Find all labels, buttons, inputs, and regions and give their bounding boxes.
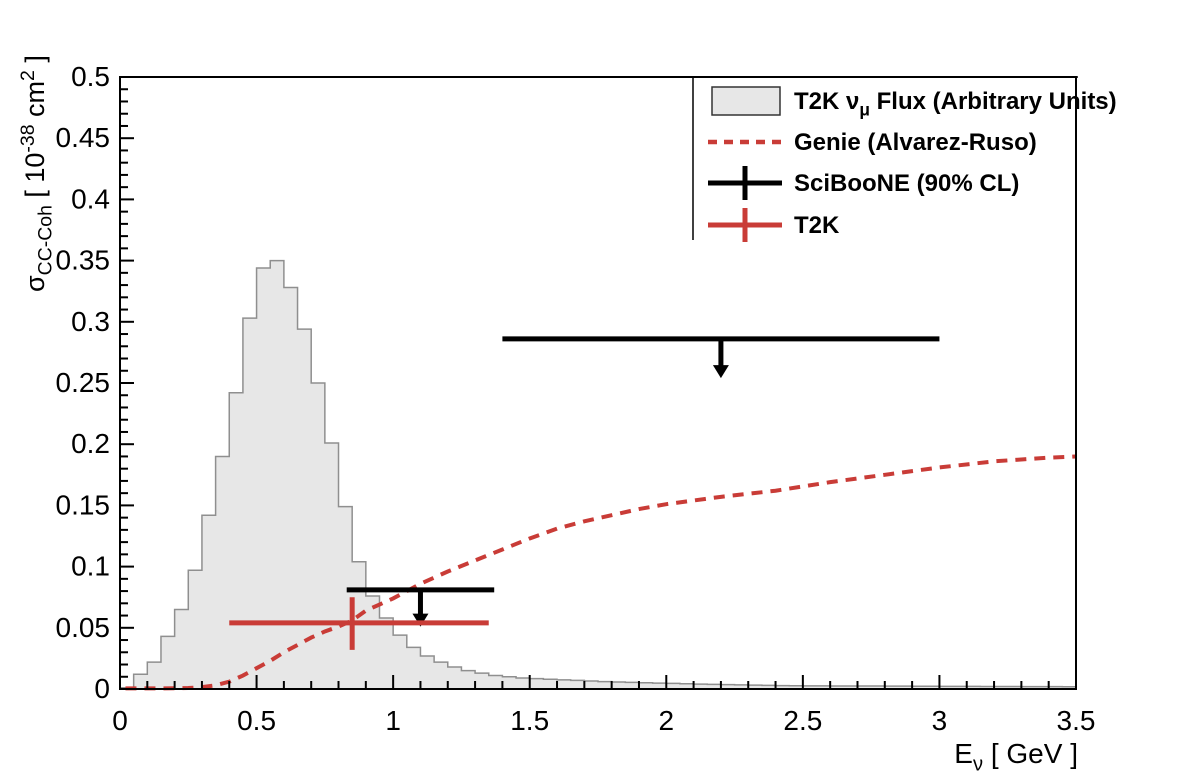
x-tick-label: 3 xyxy=(932,705,948,736)
x-tick-label: 3.5 xyxy=(1057,705,1096,736)
y-tick-label: 0 xyxy=(94,673,110,704)
legend-label-2: Genie (Alvarez-Ruso) xyxy=(794,129,1037,156)
legend-entry-3: SciBooNE (90% CL) xyxy=(708,166,1019,200)
x-tick-label: 2 xyxy=(658,705,674,736)
legend-label-3: SciBooNE (90% CL) xyxy=(794,170,1019,197)
x-tick-label: 2.5 xyxy=(783,705,822,736)
flux-histogram-fill xyxy=(120,260,1076,689)
legend-flux-swatch xyxy=(711,86,781,116)
y-tick-label: 0.35 xyxy=(56,245,111,276)
down-arrowhead-icon xyxy=(412,613,429,627)
flux-histogram-outline xyxy=(119,259,1077,689)
y-tick-label: 0.2 xyxy=(71,428,110,459)
legend-entry-4: T2K xyxy=(708,208,840,242)
y-tick-label: 0.3 xyxy=(71,306,110,337)
t2k-data-point xyxy=(229,597,489,650)
sciboone-upper-limit-2 xyxy=(346,587,495,627)
y-tick-label: 0.25 xyxy=(56,367,111,398)
x-axis-title: Eν [ GeV ] xyxy=(954,738,1078,772)
y-tick-label: 0.4 xyxy=(71,183,110,214)
y-tick-label: 0.45 xyxy=(56,122,111,153)
down-arrowhead-icon xyxy=(712,365,729,379)
y-axis-title: σCC-Coh [ 10-38 cm2 ] xyxy=(17,55,57,292)
sciboone-upper-limit-1 xyxy=(502,336,940,379)
x-axis-ticks xyxy=(119,675,1077,689)
y-axis-ticks xyxy=(120,76,134,690)
x-tick-label: 1.5 xyxy=(510,705,549,736)
y-tick-label: 0.5 xyxy=(71,61,110,92)
legend-label-4: T2K xyxy=(794,212,840,239)
legend-entry-2: Genie (Alvarez-Ruso) xyxy=(708,129,1037,156)
legend-box: T2K νμ Flux (Arbitrary Units) Genie (Alva… xyxy=(708,86,1117,242)
x-tick-label: 0.5 xyxy=(237,705,276,736)
x-tick-label: 0 xyxy=(112,705,128,736)
legend-entry-1: T2K νμ Flux (Arbitrary Units) xyxy=(711,86,1117,119)
legend-label-1: T2K νμ Flux (Arbitrary Units) xyxy=(794,88,1117,119)
legend-border xyxy=(692,76,1078,240)
x-tick-label: 1 xyxy=(385,705,401,736)
y-tick-label: 0.15 xyxy=(56,489,111,520)
y-tick-label: 0.1 xyxy=(71,551,110,582)
y-tick-label: 0.05 xyxy=(56,612,111,643)
